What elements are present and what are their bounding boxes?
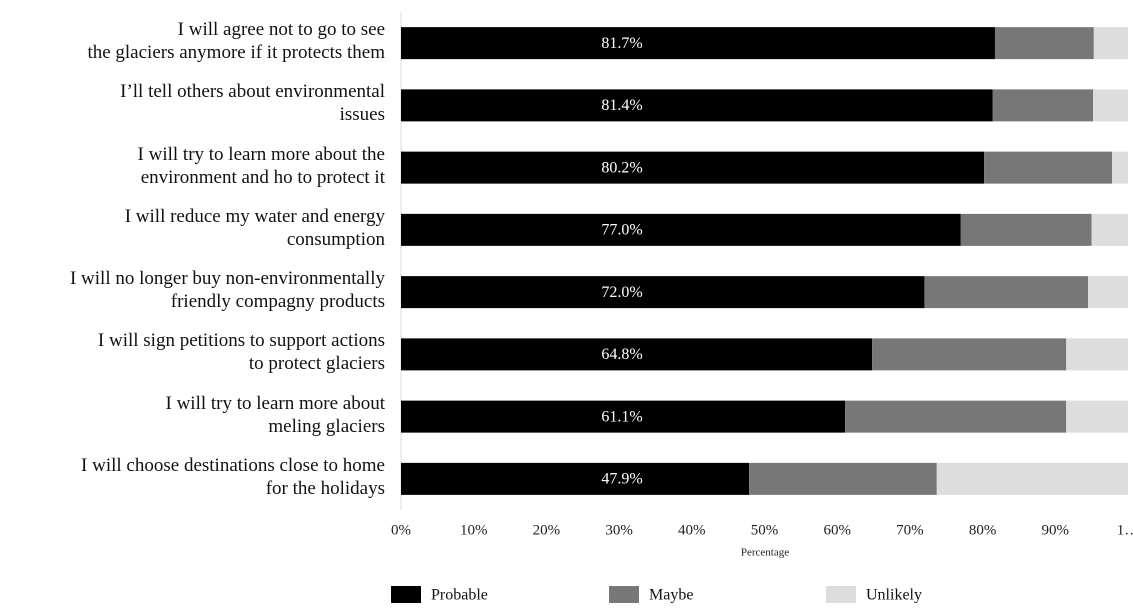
bar-segment bbox=[872, 338, 1067, 371]
category-label: I’ll tell others about environmental iss… bbox=[120, 81, 385, 126]
bar-segment bbox=[845, 400, 1067, 433]
category-label: I will no longer buy non-environmentally… bbox=[69, 268, 385, 313]
bar-segment bbox=[984, 151, 1113, 184]
legend-swatch bbox=[391, 586, 421, 603]
bar-segment bbox=[1093, 27, 1128, 60]
x-axis-label: Percentage bbox=[741, 547, 789, 559]
x-tick-label: 40% bbox=[678, 522, 706, 538]
x-tick-label: 0% bbox=[391, 522, 411, 538]
bar-segment bbox=[1066, 338, 1128, 371]
category-label: I will agree not to go to see the glacie… bbox=[87, 19, 385, 64]
data-label: 81.4% bbox=[601, 97, 642, 114]
data-label: 81.7% bbox=[601, 35, 642, 52]
bar-segment bbox=[401, 27, 995, 60]
bar-segment bbox=[924, 276, 1089, 309]
bar-segment bbox=[401, 213, 961, 246]
category-label: I will choose destinations close to home… bbox=[81, 454, 385, 499]
bar-segment bbox=[401, 400, 846, 433]
category-label: I will sign petitions to support actions… bbox=[97, 330, 385, 375]
bar-segment bbox=[1093, 89, 1128, 122]
bar-segment bbox=[401, 276, 925, 309]
data-label: 80.2% bbox=[601, 159, 642, 176]
x-tick-label: 90% bbox=[1042, 522, 1070, 538]
data-label: 72.0% bbox=[601, 284, 642, 301]
x-tick-label: 60% bbox=[823, 522, 851, 538]
bar-segment bbox=[992, 89, 1094, 122]
x-tick-label: 80% bbox=[969, 522, 997, 538]
bar-segment bbox=[749, 462, 937, 495]
category-label: I will try to learn more about the envir… bbox=[137, 143, 385, 188]
bar-segment bbox=[401, 151, 985, 184]
legend-label: Maybe bbox=[649, 587, 693, 604]
category-label: I will try to learn more about meling gl… bbox=[165, 392, 386, 437]
legend-swatch bbox=[609, 586, 639, 603]
bar-segment bbox=[1091, 213, 1128, 246]
x-tick-label: 50% bbox=[751, 522, 779, 538]
data-label: 47.9% bbox=[601, 471, 642, 488]
bar-segment bbox=[1088, 276, 1128, 309]
bar-segment bbox=[936, 462, 1128, 495]
bar-segment bbox=[960, 213, 1092, 246]
bar-segment bbox=[1066, 400, 1128, 433]
x-tick-label: 10% bbox=[460, 522, 488, 538]
category-label: I will reduce my water and energy consum… bbox=[124, 205, 385, 250]
bar-segment bbox=[401, 89, 993, 122]
bar-segment bbox=[1112, 151, 1128, 184]
legend-label: Unlikely bbox=[866, 587, 922, 604]
x-tick-label: 20% bbox=[533, 522, 561, 538]
legend-label: Probable bbox=[431, 587, 488, 604]
x-tick-label: 30% bbox=[605, 522, 633, 538]
bar-segment bbox=[994, 27, 1094, 60]
bar-segment bbox=[401, 462, 750, 495]
x-tick-label: 70% bbox=[896, 522, 924, 538]
data-label: 77.0% bbox=[601, 222, 642, 239]
data-label: 61.1% bbox=[601, 408, 642, 425]
bar-segment bbox=[401, 338, 873, 371]
data-label: 64.8% bbox=[601, 346, 642, 363]
legend-swatch bbox=[826, 586, 856, 603]
x-tick-label: 1… bbox=[1117, 522, 1133, 538]
